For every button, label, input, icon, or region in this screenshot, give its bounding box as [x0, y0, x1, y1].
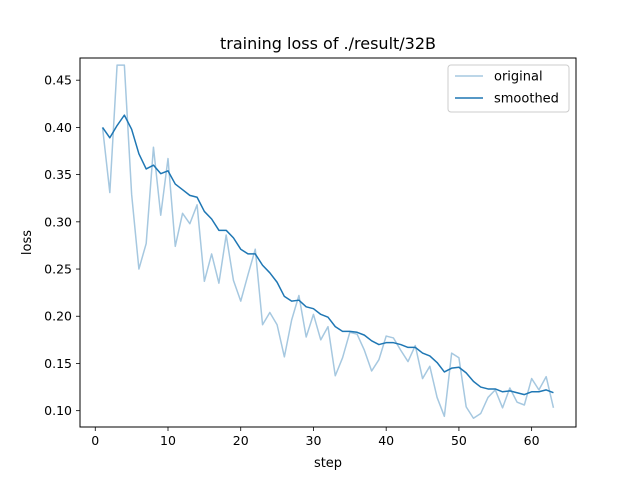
legend: original smoothed — [447, 64, 570, 113]
x-tick-label: 40 — [378, 433, 394, 448]
y-tick-label: 0.35 — [44, 167, 72, 182]
x-tick-label: 20 — [233, 433, 249, 448]
x-tick-label: 0 — [91, 433, 99, 448]
ticks-layer: 0 10 20 30 40 50 60 0.10 0.15 0.20 0.25 0.30 0.35 0.4… — [44, 73, 539, 448]
series-line-original — [101, 64, 555, 419]
legend-label-smoothed: smoothed — [494, 92, 559, 107]
plot-frame — [79, 57, 577, 428]
x-tick-label: 10 — [160, 433, 176, 448]
series-line-smoothed — [101, 114, 554, 396]
y-tick-label: 0.20 — [44, 309, 72, 324]
y-tick-label: 0.40 — [44, 120, 72, 135]
y-tick-label: 0.25 — [44, 262, 72, 277]
y-axis-label: loss — [20, 230, 35, 255]
y-tick-label: 0.30 — [44, 214, 72, 229]
x-tick-label: 30 — [306, 433, 322, 448]
x-axis-label: step — [314, 456, 342, 471]
chart-title: training loss of ./result/32B — [220, 34, 436, 53]
series-layer — [101, 64, 555, 419]
y-tick-label: 0.15 — [44, 356, 72, 371]
y-tick-label: 0.45 — [44, 73, 72, 88]
x-tick-label: 60 — [524, 433, 540, 448]
y-tick-label: 0.10 — [44, 403, 72, 418]
legend-label-original: original — [494, 70, 543, 85]
x-tick-label: 50 — [451, 433, 467, 448]
